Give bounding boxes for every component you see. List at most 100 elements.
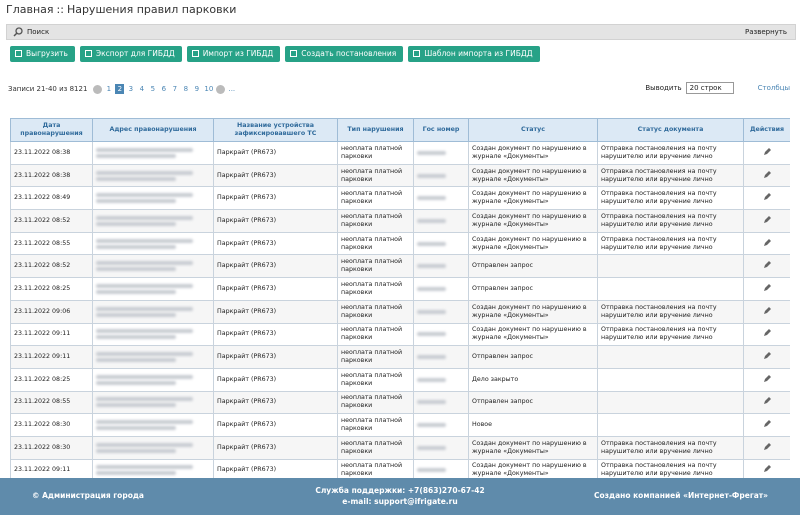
column-header[interactable]: Статус документа (597, 118, 744, 142)
edit-icon[interactable] (763, 192, 772, 201)
page-title: Нарушения правил парковки (66, 3, 237, 16)
type-cell: неоплата платной парковки (337, 390, 414, 415)
table-row[interactable]: 23.11.2022 09:11 Паркрайт (PR673) неоплата… (10, 322, 790, 347)
copyright: © Администрация города (32, 491, 144, 500)
button-label: Шаблон импорта из ГИБДД (424, 49, 533, 58)
column-header[interactable]: Тип нарушения (337, 118, 414, 142)
page-link[interactable]: ... (228, 85, 236, 93)
address-cell (92, 209, 214, 233)
edit-icon[interactable] (763, 215, 772, 224)
table-row[interactable]: 23.11.2022 09:11 Паркрайт (PR673) неоплата… (10, 345, 790, 369)
toolbar: Выгрузить Экспорт для ГИБДД Импорт из ГИБД… (10, 46, 540, 62)
edit-icon[interactable] (763, 396, 772, 405)
toolbar-button[interactable]: Создать постановления (285, 46, 404, 62)
edit-icon[interactable] (763, 238, 772, 247)
edit-icon[interactable] (763, 260, 772, 269)
doc-status-cell: Отправка постановления на почту нарушите… (597, 231, 744, 256)
table-body: 23.11.2022 08:38 Паркрайт (PR673) неоплата… (10, 141, 790, 478)
page-link[interactable]: 7 (172, 85, 178, 93)
edit-icon[interactable] (763, 419, 772, 428)
column-header[interactable]: Статус (468, 118, 598, 142)
edit-icon[interactable] (763, 374, 772, 383)
blurred-text (417, 445, 446, 450)
button-label: Экспорт для ГИБДД (95, 49, 175, 58)
table-row[interactable]: 23.11.2022 08:25 Паркрайт (PR673) неоплата… (10, 277, 790, 301)
edit-icon[interactable] (763, 464, 772, 473)
plate-cell (413, 367, 469, 392)
device-cell: Паркрайт (PR673) (213, 345, 338, 369)
page-link[interactable]: 8 (183, 85, 189, 93)
page-link[interactable]: 2 (115, 84, 125, 94)
table-row[interactable]: 23.11.2022 08:38 Паркрайт (PR673) неоплата… (10, 141, 790, 165)
page-link[interactable]: 5 (150, 85, 156, 93)
table-row[interactable]: 23.11.2022 08:25 Паркрайт (PR673) неоплата… (10, 367, 790, 392)
action-cell (743, 435, 790, 460)
edit-icon[interactable] (763, 170, 772, 179)
edit-icon[interactable] (763, 442, 772, 451)
blurred-text (96, 335, 176, 340)
type-cell: неоплата платной парковки (337, 254, 414, 279)
doc-status-cell (597, 254, 744, 279)
doc-status-cell: Отправка постановления на почту нарушите… (597, 209, 744, 233)
toolbar-button[interactable]: Импорт из ГИБДД (186, 46, 281, 62)
blurred-text (96, 426, 176, 431)
blurred-text (417, 400, 446, 405)
table-row[interactable]: 23.11.2022 09:06 Паркрайт (PR673) неоплата… (10, 299, 790, 324)
page-link[interactable]: 9 (194, 85, 200, 93)
rows-select[interactable]: 20 строк (685, 82, 734, 94)
page-link[interactable]: 4 (139, 85, 145, 93)
date-cell: 23.11.2022 08:52 (10, 209, 93, 233)
table-row[interactable]: 23.11.2022 08:38 Паркрайт (PR673) неоплата… (10, 163, 790, 188)
blurred-text (96, 403, 176, 408)
doc-status-cell: Отправка постановления на почту нарушите… (597, 435, 744, 460)
table-row[interactable]: 23.11.2022 08:55 Паркрайт (PR673) неоплата… (10, 231, 790, 256)
toolbar-button[interactable]: Экспорт для ГИБДД (79, 46, 182, 62)
blurred-text (417, 173, 446, 178)
column-header[interactable]: Гос номер (413, 118, 469, 142)
column-header[interactable]: Действия (743, 118, 790, 142)
status-cell: Создан документ по нарушению в журнале «… (468, 322, 598, 347)
table-row[interactable]: 23.11.2022 08:49 Паркрайт (PR673) неоплата… (10, 186, 790, 211)
toolbar-button[interactable]: Шаблон импорта из ГИБДД (408, 46, 540, 62)
edit-icon[interactable] (763, 306, 772, 315)
next-button[interactable] (216, 84, 226, 94)
table-row[interactable]: 23.11.2022 09:11 Паркрайт (PR673) неоплата… (10, 458, 790, 478)
table-row[interactable]: 23.11.2022 08:52 Паркрайт (PR673) неоплата… (10, 254, 790, 279)
device-cell: Паркрайт (PR673) (213, 141, 338, 165)
column-header[interactable]: Адрес правонарушения (92, 118, 214, 142)
toolbar-button[interactable]: Выгрузить (10, 46, 75, 62)
page-link[interactable]: 6 (161, 85, 167, 93)
blurred-text (96, 147, 193, 152)
expand-link[interactable]: Развернуть (744, 28, 787, 36)
page-link[interactable]: 3 (128, 85, 134, 93)
prev-button[interactable] (93, 84, 103, 94)
page-link[interactable]: 10 (204, 85, 214, 93)
action-cell (743, 163, 790, 188)
breadcrumb-home[interactable]: Главная (6, 3, 54, 16)
edit-icon[interactable] (763, 328, 772, 337)
table-row[interactable]: 23.11.2022 08:30 Паркрайт (PR673) неоплата… (10, 413, 790, 437)
blurred-text (417, 196, 446, 201)
edit-icon[interactable] (763, 351, 772, 360)
support-email[interactable]: e-mail: support@ifrigate.ru (342, 497, 458, 506)
table-row[interactable]: 23.11.2022 08:55 Паркрайт (PR673) неоплата… (10, 390, 790, 415)
button-icon (84, 50, 92, 57)
action-cell (743, 390, 790, 415)
device-cell: Паркрайт (PR673) (213, 163, 338, 188)
action-cell (743, 141, 790, 165)
table-row[interactable]: 23.11.2022 08:52 Паркрайт (PR673) неоплата… (10, 209, 790, 233)
column-header[interactable]: Название устройства зафиксировавшего ТС (213, 118, 338, 142)
doc-status-cell: Отправка постановления на почту нарушите… (597, 322, 744, 347)
column-header[interactable]: Дата правонарушения (10, 118, 93, 142)
plate-cell (413, 186, 469, 211)
columns-button[interactable]: Столбцы (757, 84, 790, 92)
edit-icon[interactable] (763, 147, 772, 156)
edit-icon[interactable] (763, 283, 772, 292)
date-cell: 23.11.2022 08:49 (10, 186, 93, 211)
blurred-text (96, 448, 176, 453)
table-row[interactable]: 23.11.2022 08:30 Паркрайт (PR673) неоплата… (10, 435, 790, 460)
address-cell (92, 413, 214, 437)
type-cell: неоплата платной парковки (337, 435, 414, 460)
page-link[interactable]: 1 (106, 85, 112, 93)
search-bar[interactable]: Поиск Развернуть (6, 24, 796, 40)
